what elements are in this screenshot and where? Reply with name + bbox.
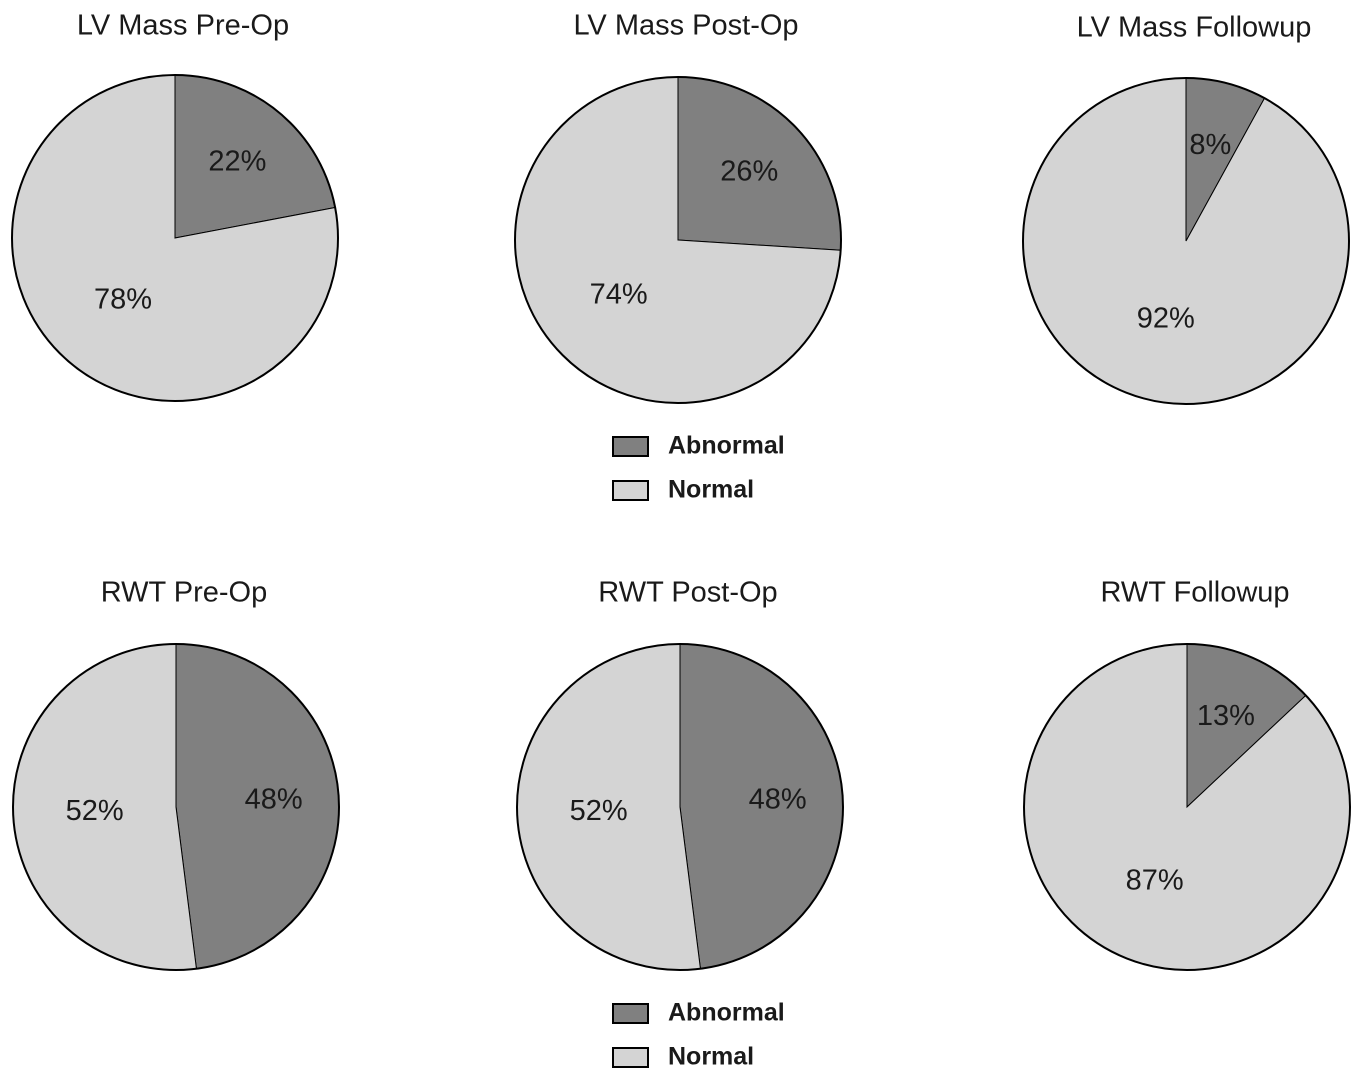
legend-swatch — [612, 436, 649, 457]
slice-label: 8% — [1189, 129, 1231, 161]
pie-outline — [11, 74, 339, 402]
legend-label: Abnormal — [668, 999, 785, 1027]
slice-label: 92% — [1137, 303, 1195, 335]
chart-title: RWT Followup — [1100, 577, 1289, 609]
legend-label: Normal — [668, 476, 754, 504]
legend-label: Normal — [668, 1043, 754, 1071]
pie-outline — [1022, 77, 1350, 405]
chart-title: LV Mass Followup — [1077, 12, 1312, 44]
legend-swatch — [612, 480, 649, 501]
legend-swatch — [612, 1003, 649, 1024]
pie-outline — [12, 643, 340, 971]
pie-outline — [516, 643, 844, 971]
slice-label: 48% — [749, 784, 807, 816]
slice-label: 13% — [1197, 700, 1255, 732]
slice-label: 74% — [590, 278, 648, 310]
slice-label: 22% — [208, 145, 266, 177]
chart-title: LV Mass Pre-Op — [77, 10, 289, 42]
slice-label: 87% — [1126, 864, 1184, 896]
slice-label: 26% — [720, 156, 778, 188]
chart-title: RWT Pre-Op — [101, 577, 268, 609]
chart-title: LV Mass Post-Op — [573, 10, 798, 42]
slice-label: 48% — [245, 784, 303, 816]
pie-outline — [1023, 643, 1351, 971]
slice-label: 52% — [570, 795, 628, 827]
slice-label: 78% — [94, 283, 152, 315]
legend-swatch — [612, 1047, 649, 1068]
legend-label: Abnormal — [668, 432, 785, 460]
chart-title: RWT Post-Op — [598, 577, 777, 609]
slice-label: 52% — [66, 795, 124, 827]
pie-slice — [1022, 77, 1350, 405]
pie-outline — [514, 76, 842, 404]
